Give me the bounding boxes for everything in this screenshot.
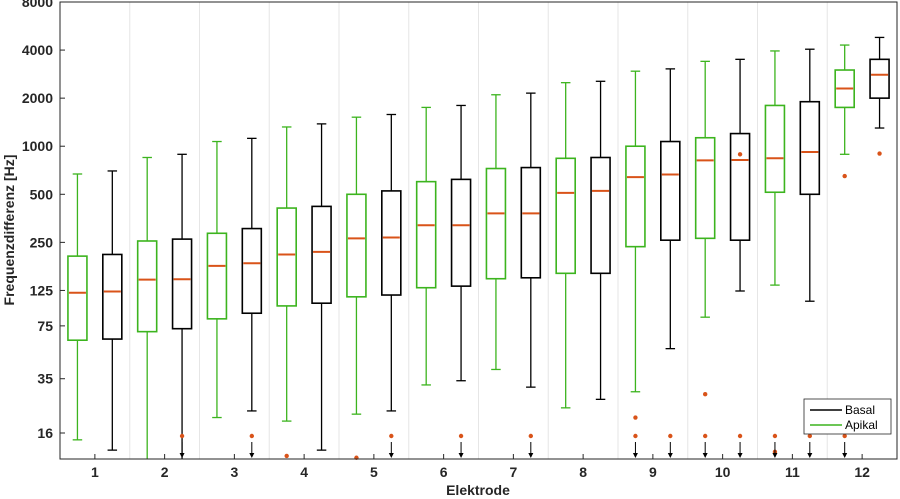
y-axis-label: Frequenzdifferenz [Hz] [1,155,17,306]
x-tick-label: 3 [230,464,238,480]
box-basal [241,227,263,315]
x-tick-label: 4 [300,464,308,480]
y-tick-label: 75 [37,318,53,334]
off-scale-outlier-apikal [702,433,708,439]
box-apikal [555,157,576,275]
off-scale-arrowhead-basal [179,453,185,458]
off-scale-arrowhead-basal [388,453,394,458]
off-scale-outlier-apikal [842,433,847,439]
off-scale-arrowhead-apikal [702,453,708,458]
box-apikal [67,255,88,341]
off-scale-arrowhead-basal [528,453,534,458]
x-tick-label: 6 [440,464,448,480]
box-apikal [625,145,646,248]
x-tick-label: 10 [715,464,731,480]
off-scale-arrowhead-basal [737,453,743,458]
x-axis-label: Elektrode [446,482,510,498]
x-tick-label: 12 [854,464,870,480]
box-basal [381,190,402,296]
outlier-point-apikal [284,453,289,459]
legend-label-apikal: Apikal [845,418,878,432]
box-basal [660,140,681,241]
box-basal [520,166,542,279]
x-tick-label: 2 [161,464,169,480]
x-tick-label: 5 [370,464,378,480]
x-tick-label: 1 [91,464,99,480]
box-basal [590,156,611,275]
y-tick-label: 2000 [22,90,53,106]
outlier-point-apikal [633,415,638,420]
x-tick-label: 9 [649,464,657,480]
box-apikal [415,180,437,289]
plot-frame [59,1,898,460]
off-scale-outlier-apikal [633,433,638,439]
off-scale-outlier-basal [389,433,394,439]
box-basal [102,253,123,340]
box-apikal [276,207,297,307]
box-basal [799,100,821,196]
y-tick-label: 500 [30,186,54,202]
off-scale-arrowhead-apikal [632,453,638,458]
box-apikal [834,69,855,109]
box-basal [869,58,890,99]
off-scale-outlier-basal [458,433,464,439]
legend-box [803,398,892,435]
y-tick-label: 4000 [22,42,53,58]
legend-label-basal: Basal [845,403,875,417]
box-basal [450,178,472,287]
box-basal [729,132,751,241]
x-tick-label: 11 [785,464,800,480]
y-tick-label: 125 [30,282,54,298]
off-scale-outlier-basal [668,433,673,439]
y-tick-label: 250 [30,234,54,250]
box-apikal [136,240,158,333]
off-scale-outlier-apikal [772,433,778,439]
box-basal [171,238,193,330]
y-tick-label: 35 [37,371,53,387]
off-scale-outlier-basal [249,433,255,439]
off-scale-arrowhead-basal [807,453,813,458]
y-tick-label: 16 [37,425,53,441]
box-layer [67,36,890,460]
box-apikal [694,136,716,240]
box-apikal [206,232,228,320]
y-tick-label: 1000 [22,138,53,154]
outlier-point-basal [737,152,743,157]
tick-layer: 1 2 3 4 5 6 7 8 9 10 11 121635751252505001000200040… [22,0,870,480]
off-scale-outlier-basal [179,433,185,439]
grid-layer [129,2,828,459]
off-scale-arrowhead-apikal [772,453,778,458]
box-apikal [346,193,367,298]
off-scale-outlier-basal [737,433,743,439]
off-scale-outlier-basal [528,433,534,439]
outlier-point-apikal [702,392,708,397]
legend: Basal Apikal [803,398,892,435]
off-scale-arrowhead-basal [667,453,673,458]
outlier-point-apikal [842,173,847,179]
x-tick-label: 7 [509,464,517,480]
off-scale-arrowhead-basal [249,453,255,458]
outlier-point-basal [877,151,882,156]
off-scale-outlier-basal [807,433,813,439]
off-scale-arrowhead-apikal [842,453,848,458]
box-basal [311,205,332,304]
y-tick-label: 8000 [22,0,53,10]
box-apikal [485,167,507,280]
x-tick-label: 8 [579,464,587,480]
off-scale-arrowhead-basal [458,453,464,458]
box-apikal [764,104,786,194]
